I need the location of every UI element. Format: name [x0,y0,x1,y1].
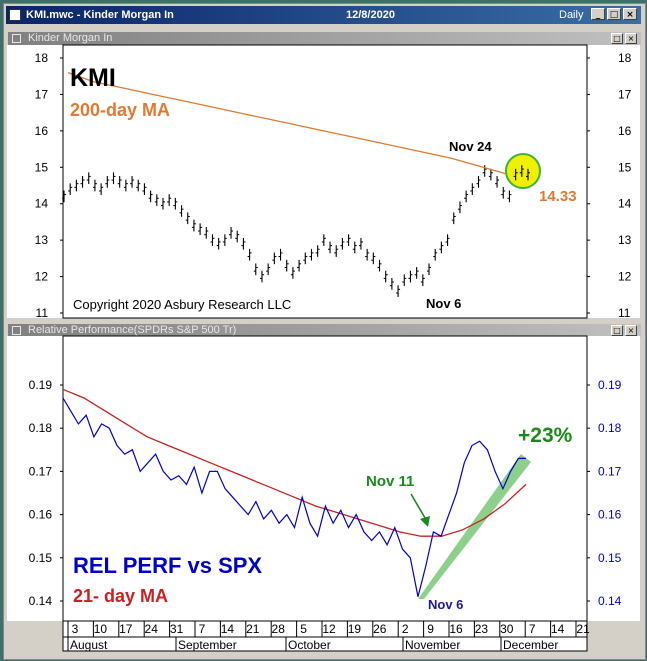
price-y-label-left: 16 [35,124,49,138]
x-tick-label: 28 [272,622,286,636]
nov24-label: Nov 24 [449,139,492,154]
rel-pane-header: Relative Performance(SPDRs S&P 500 Tr) □… [8,324,641,337]
x-tick-label: 16 [449,622,463,636]
rel-y-label-right: 0.16 [598,508,622,522]
price-y-label-left: 11 [36,306,49,320]
window-titlebar: KMI.mwc - Kinder Morgan In 12/8/2020 Dai… [6,6,641,24]
x-tick-label: 21 [246,622,260,636]
x-tick-label: 3 [72,622,79,636]
ticker-label: KMI [70,64,116,92]
x-tick-label: 26 [373,622,387,636]
x-tick-label: 30 [500,622,514,636]
price-y-label-left: 15 [35,160,49,174]
rel-y-label-left: 0.15 [29,551,53,565]
rel-perf-line [62,397,526,597]
window-period: Daily [559,9,584,21]
rel-plot-area [62,335,588,622]
ma200-line [67,71,529,182]
x-tick-label: 7 [199,622,206,636]
copyright-text: Copyright 2020 Asbury Research LLC [73,297,291,312]
window-title: KMI.mwc - Kinder Morgan In [26,9,174,21]
rel-y-label-right: 0.19 [598,378,622,392]
restore-button[interactable]: □ [607,8,621,20]
nov11-label: Nov 11 [366,473,414,490]
ma21-line [62,388,527,537]
last-value-label: 14.33 [539,188,577,205]
highlight-circle [505,153,541,189]
window-date: 12/8/2020 [346,9,395,21]
price-y-label-right: 12 [618,270,632,284]
month-label: October [288,638,331,652]
price-y-label-right: 11 [618,306,631,320]
rel-pane-restore-button[interactable]: □ [611,325,623,336]
pane-icon [12,326,21,335]
x-tick-label: 5 [300,622,307,636]
month-label: September [178,638,237,652]
price-pane-header: Kinder Morgan In □ × [8,32,641,45]
price-y-label-left: 18 [35,51,49,65]
rel-y-label-right: 0.17 [598,464,622,478]
x-tick-label: 31 [170,622,184,636]
x-tick-label: 21 [576,622,590,636]
minimize-button[interactable]: _ [591,8,605,20]
x-tick-label: 14 [551,622,565,636]
ma200-label: 200-day MA [70,100,170,120]
x-tick-label: 24 [145,622,159,636]
x-tick-label: 17 [119,622,133,636]
x-tick-label: 12 [322,622,336,636]
pane-icon [12,34,21,43]
month-label: December [503,638,558,652]
rel-y-label-right: 0.15 [598,551,622,565]
close-button[interactable]: × [623,8,637,20]
trend-band [418,454,531,599]
price-y-label-left: 13 [35,233,49,247]
rel-y-label-left: 0.18 [29,421,53,435]
rel-y-label-left: 0.19 [29,378,53,392]
price-nov6-label: Nov 6 [426,296,461,311]
rel-nov6-label: Nov 6 [428,597,463,612]
price-pane-title: Kinder Morgan In [28,32,113,44]
rel-pane-title: Relative Performance(SPDRs S&P 500 Tr) [28,324,237,336]
rel-y-label-left: 0.17 [29,464,53,478]
rel-pane-close-button[interactable]: × [625,325,637,336]
price-y-label-right: 16 [618,124,632,138]
gain-label: +23% [518,424,573,447]
x-tick-label: 10 [94,622,108,636]
price-y-label-right: 15 [618,160,632,174]
rel-perf-title: REL PERF vs SPX [73,553,262,578]
x-tick-label: 23 [475,622,489,636]
price-y-label-left: 17 [35,87,49,101]
price-y-label-right: 14 [618,197,632,211]
x-tick-label: 7 [529,622,536,636]
month-label: August [70,638,108,652]
rel-y-label-left: 0.16 [29,508,53,522]
price-y-label-left: 12 [35,270,49,284]
price-plot-area [62,44,588,319]
rel-y-label-right: 0.18 [598,421,622,435]
price-pane-close-button[interactable]: × [625,33,637,44]
rel-y-label-right: 0.14 [598,594,622,608]
app-icon [9,9,21,21]
price-y-label-right: 17 [618,87,632,101]
nov11-arrowhead [420,516,430,527]
price-y-label-right: 18 [618,51,632,65]
ma21-label: 21- day MA [73,586,168,606]
x-tick-label: 19 [348,622,362,636]
x-tick-label: 9 [427,622,434,636]
x-tick-label: 14 [221,622,235,636]
price-y-label-left: 14 [35,197,49,211]
rel-y-label-left: 0.14 [29,594,53,608]
x-tick-label: 2 [402,622,409,636]
price-pane-restore-button[interactable]: □ [611,33,623,44]
month-label: November [405,638,460,652]
price-y-label-right: 13 [618,233,632,247]
